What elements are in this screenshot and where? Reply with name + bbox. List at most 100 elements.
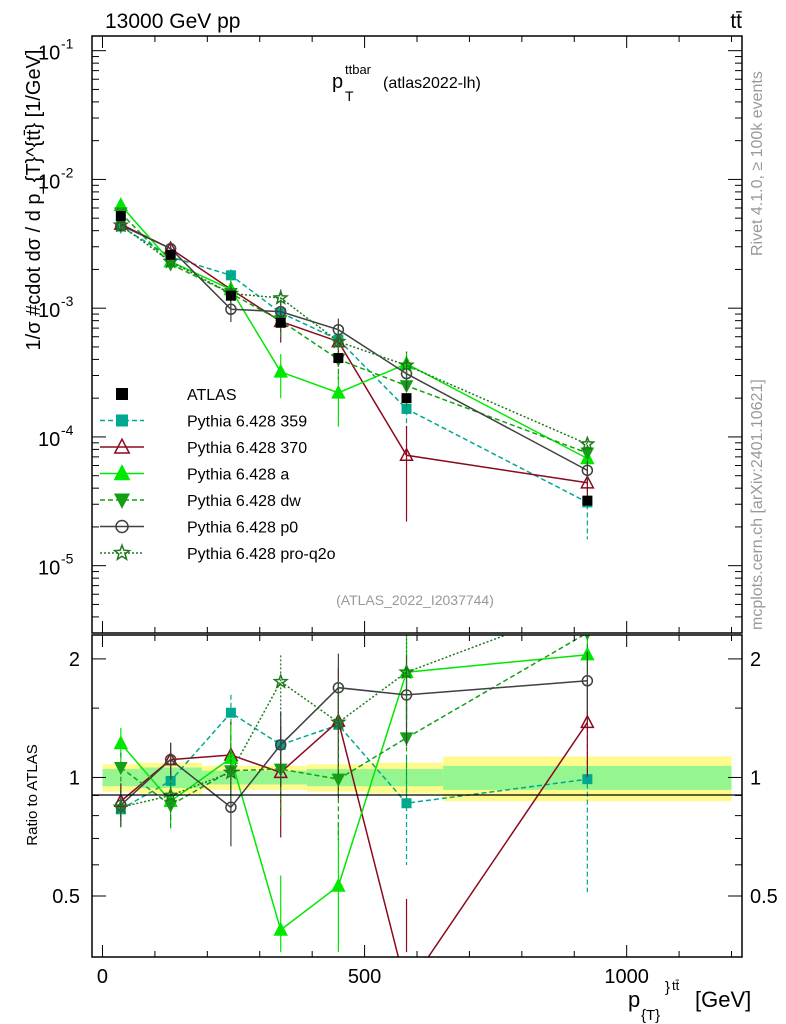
atlas-data-point [225, 290, 236, 301]
x-tick-label: 1000 [604, 966, 649, 988]
y-tick-label-exponent: -2 [61, 164, 74, 180]
header-right: tt̄ [730, 10, 742, 33]
ratio-point [222, 763, 240, 780]
legend-label: Pythia 6.428 dw [187, 493, 301, 510]
legend-label: Pythia 6.428 p0 [187, 520, 298, 537]
ratio-point [112, 798, 130, 815]
legend-marker-atlas [116, 388, 128, 400]
atlas-data-point [275, 317, 286, 328]
xlabel-main: p [628, 987, 640, 1012]
title-main: p [332, 71, 343, 93]
xlabel-sup2: tt̄ [672, 978, 680, 993]
xlabel-tail: [GeV] [695, 987, 751, 1012]
ratio-point [225, 801, 237, 814]
legend-label: Pythia 6.428 370 [187, 440, 307, 457]
y-tick-label-base: 10 [38, 429, 60, 451]
ratio-series-layer [112, 598, 595, 995]
series-point [580, 474, 595, 489]
series-point [225, 303, 237, 316]
legend-marker [113, 493, 131, 509]
atlas-data-point [401, 393, 412, 404]
header-left: 13000 GeV pp [105, 10, 240, 33]
ratio-point [273, 921, 288, 936]
series-point [330, 332, 347, 349]
ratio-point [398, 663, 415, 680]
series-point [399, 447, 414, 462]
series-line [120, 224, 588, 445]
x-tick-label: 0 [97, 966, 108, 988]
rivet-label: Rivet 4.1.0, ≥ 100k events [749, 71, 766, 256]
atlas-data-layer [115, 210, 593, 506]
ratio-point [584, 635, 591, 641]
ratio-y-axis-label: Ratio to ATLAS [24, 744, 41, 845]
legend-label-atlas: ATLAS [187, 387, 237, 404]
ratio-point [581, 675, 594, 687]
ratio-point [330, 713, 347, 730]
xlabel-sub: {T} [641, 1007, 660, 1024]
title-tail: (atlas2022-lh) [383, 75, 481, 92]
legend: ATLAS Pythia 6.428 359 Pythia 6.428 370 Pyt… [100, 387, 336, 563]
y-tick-label-exponent: -5 [61, 551, 74, 567]
ratio-y-tick-label: 0.5 [52, 886, 80, 908]
series-point [580, 447, 595, 461]
ratio-y-tick-label-right: 0.5 [750, 886, 778, 908]
y-axis-label: 1/σ #cdot dσ / d p_{T}^{tt̄} [1/GeV] [23, 50, 45, 351]
main-series-layer [112, 197, 596, 540]
x-tick-label: 500 [348, 966, 381, 988]
ratio-point [162, 786, 179, 803]
plot-title: p T ttbar (atlas2022-lh) [332, 62, 481, 104]
ratio-y-tick-label-right: 2 [750, 649, 761, 671]
ratio-y-tick-label-right: 1 [750, 767, 761, 789]
legend-marker [112, 543, 132, 562]
y-tick-label-base: 10 [38, 43, 60, 65]
y-tick-label-exponent: -4 [61, 422, 74, 438]
ratio-point [272, 673, 289, 689]
analysis-watermark: (ATLAS_2022_I2037744) [336, 592, 494, 608]
ratio-point [582, 774, 593, 785]
y-tick-label-base: 10 [38, 300, 60, 322]
legend-marker [113, 437, 131, 454]
ratio-point [580, 714, 595, 729]
ratio-point [401, 983, 413, 995]
ratio-point [225, 707, 236, 718]
legend-label: Pythia 6.428 pro-q2o [187, 546, 336, 563]
atlas-data-point [582, 495, 593, 506]
ratio-point [274, 739, 287, 751]
series-point [273, 363, 288, 378]
series-point [272, 289, 289, 305]
legend-marker [113, 464, 131, 481]
series-point [579, 435, 596, 452]
series-point [398, 356, 415, 373]
xlabel-sup: } [665, 979, 670, 996]
y-tick-label-base: 10 [38, 558, 60, 580]
series-point [581, 464, 594, 477]
y-tick-label-base: 10 [38, 171, 60, 193]
title-sub: T [345, 88, 354, 104]
atlas-data-point [115, 210, 126, 221]
mcplots-label: mcplots.cern.ch [arXiv:2401.10621] [749, 379, 766, 630]
legend-marker [115, 519, 129, 534]
atlas-data-point [165, 249, 176, 260]
ratio-point [114, 761, 128, 776]
series-point [112, 216, 130, 233]
ratio-point [113, 735, 129, 750]
title-sup: ttbar [345, 62, 372, 77]
ratio-point [164, 753, 177, 766]
legend-marker [116, 414, 128, 427]
ratio-point [581, 598, 593, 610]
x-axis-label: p {T} } tt̄ [GeV] [628, 978, 751, 1024]
ratio-point [331, 877, 346, 892]
atlas-data-point [333, 353, 344, 364]
legend-label: Pythia 6.428 a [187, 467, 289, 484]
series-point [401, 403, 412, 414]
ratio-y-tick-label: 2 [69, 649, 80, 671]
series-point [225, 270, 236, 281]
ratio-y-tick-label: 1 [69, 767, 80, 789]
series-point [331, 384, 346, 399]
y-tick-label-exponent: -1 [61, 36, 74, 52]
y-tick-label-exponent: -3 [61, 293, 74, 309]
legend-label: Pythia 6.428 359 [187, 414, 307, 431]
main-plot-frame [91, 35, 743, 634]
